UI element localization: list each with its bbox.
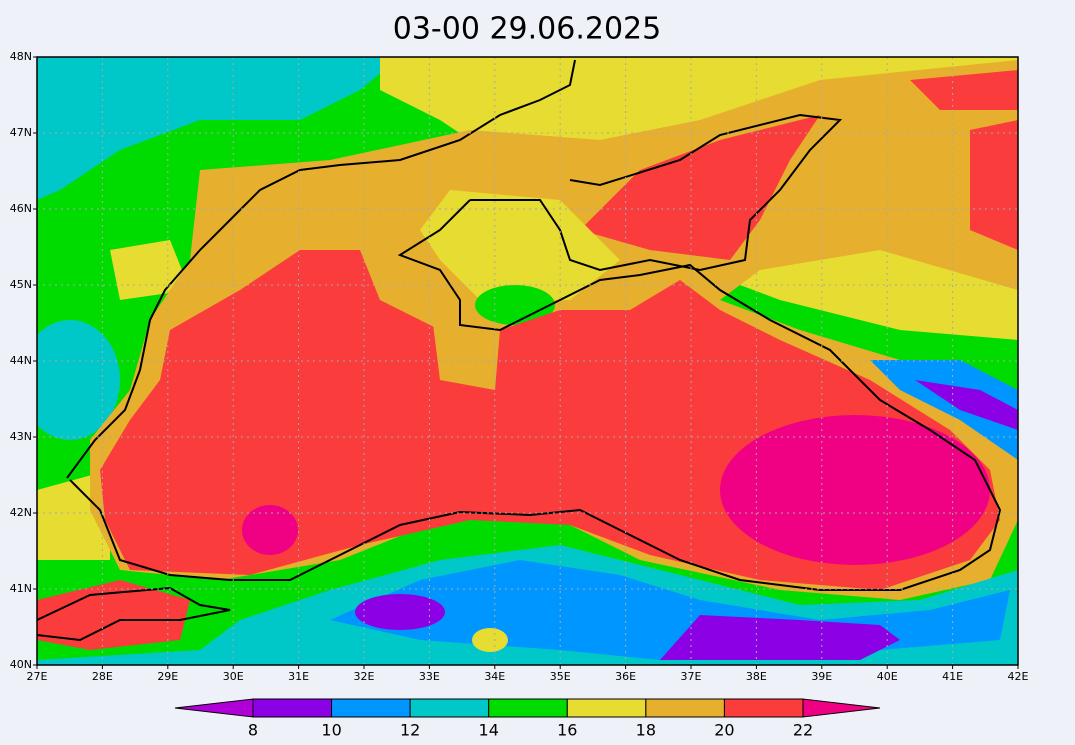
lon-tick-label: 38E xyxy=(746,670,767,683)
lon-tick-label: 33E xyxy=(419,670,440,683)
lon-tick-label: 30E xyxy=(223,670,244,683)
colorbar-segment xyxy=(566,698,647,718)
colorbar-segment xyxy=(331,698,411,718)
colorbar-arrow xyxy=(802,698,881,718)
colorbar-label: 12 xyxy=(400,721,420,740)
lat-tick-label: 47N xyxy=(10,126,32,139)
lon-tick-label: 36E xyxy=(615,670,636,683)
colorbar-label: 18 xyxy=(636,721,656,740)
colorbar-segment xyxy=(409,698,490,718)
lon-tick-label: 31E xyxy=(288,670,309,683)
lon-tick-label: 29E xyxy=(157,670,178,683)
lon-tick-label: 41E xyxy=(942,670,963,683)
coastline xyxy=(36,59,1002,642)
lon-tick-label: 34E xyxy=(484,670,505,683)
lon-tick-label: 37E xyxy=(681,670,702,683)
colorbar-segment xyxy=(723,698,804,718)
colorbar-segment xyxy=(252,698,333,718)
lat-tick-label: 42N xyxy=(10,506,32,519)
lon-tick-label: 42E xyxy=(1008,670,1029,683)
lon-tick-label: 32E xyxy=(354,670,375,683)
colorbar-segment xyxy=(488,698,568,718)
lon-tick-label: 27E xyxy=(27,670,48,683)
lon-tick-label: 39E xyxy=(811,670,832,683)
temperature-field xyxy=(37,57,1018,665)
colorbar-label: 10 xyxy=(321,721,341,740)
colorbar-label: 16 xyxy=(557,721,577,740)
colorbar-segment xyxy=(645,698,725,718)
lat-tick-label: 43N xyxy=(10,430,32,443)
lon-tick-label: 35E xyxy=(550,670,571,683)
colorbar-label: 8 xyxy=(248,721,258,740)
colorbar-label: 22 xyxy=(793,721,813,740)
lon-tick-label: 28E xyxy=(92,670,113,683)
lat-tick-label: 45N xyxy=(10,278,32,291)
colorbar-arrow xyxy=(174,698,254,718)
lat-tick-label: 41N xyxy=(10,582,32,595)
colorbar-label: 14 xyxy=(479,721,499,740)
axes: 27E 28E 29E 30E 31E 32E 33E 34E 35E 36E 37E 38E 39E 4… xyxy=(10,50,1029,683)
lat-tick-label: 46N xyxy=(10,202,32,215)
lon-tick-label: 40E xyxy=(877,670,898,683)
lat-tick-label: 44N xyxy=(10,354,32,367)
colorbar-label: 20 xyxy=(714,721,734,740)
colorbar: 8 10 12 14 16 18 20 22 xyxy=(174,698,881,740)
title: 03-00 29.06.2025 xyxy=(393,12,661,47)
lat-tick-label: 40N xyxy=(10,658,32,671)
lat-tick-label: 48N xyxy=(10,50,32,63)
